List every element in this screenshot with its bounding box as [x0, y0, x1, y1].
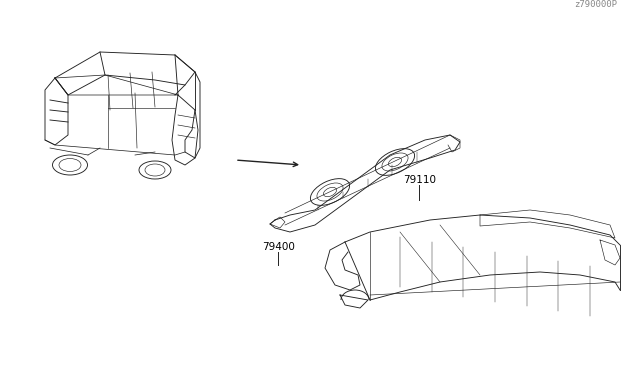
Text: z790000P: z790000P	[575, 0, 618, 9]
Text: 79110: 79110	[403, 176, 436, 185]
Text: 79400: 79400	[262, 243, 295, 252]
